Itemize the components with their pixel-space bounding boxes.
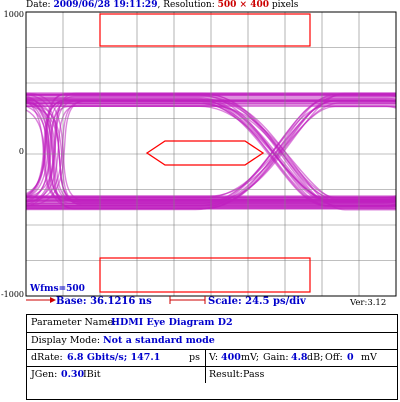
offset-label: Off: xyxy=(325,352,343,363)
resolution-value: 500 × 400 xyxy=(217,0,270,10)
gain-value: 4.8 xyxy=(291,352,308,363)
jitter-gen-value: 0.30 xyxy=(61,369,85,380)
center-eye-mask xyxy=(145,140,265,166)
eye-trace xyxy=(26,92,396,207)
display-mode-label: Display Mode: xyxy=(31,335,101,346)
parameter-row: Parameter Name: HDMI Eye Diagram D2 xyxy=(27,315,397,331)
time-scale-label: Scale: 24.5 ps/div xyxy=(208,296,306,307)
jitter-gen-unit: IBit xyxy=(83,369,101,380)
measurement-info-panel: Parameter Name: HDMI Eye Diagram D2 Disp… xyxy=(26,314,398,400)
offset-unit: mV xyxy=(361,352,377,363)
data-rate-unit: ps xyxy=(189,352,200,363)
version-label: Ver:3.12 xyxy=(350,298,387,308)
plot-border xyxy=(25,11,397,297)
result-value: Pass xyxy=(243,369,265,380)
jitter-result-row: JGen: 0.30 IBit Result: Pass xyxy=(27,366,397,399)
date-value: 2009/06/28 19:11:29 xyxy=(53,0,158,10)
data-rate-value: 6.8 Gbits/s; 147.1 xyxy=(67,352,161,363)
gain-label: Gain: xyxy=(263,352,289,363)
eye-trace xyxy=(26,105,396,201)
eye-diagram-plot xyxy=(25,11,397,304)
date-label: Date: xyxy=(26,0,51,10)
y-axis-bottom-label: -1000 xyxy=(0,290,24,299)
gain-unit: dB; xyxy=(307,352,324,363)
offset-value: 0 xyxy=(347,352,354,363)
parameter-name-label: Parameter Name: xyxy=(31,317,117,328)
waveform-count: Wfms=500 xyxy=(30,284,85,294)
base-time-label: Base: 36.1216 ns xyxy=(56,296,152,307)
y-axis-top-label: 1000 xyxy=(3,10,24,19)
voltage-unit: mV; xyxy=(241,352,260,363)
base-marker-arrow xyxy=(50,297,56,303)
eye-trace xyxy=(26,102,396,197)
resolution-unit: pixels xyxy=(271,0,299,10)
voltage-label: V: xyxy=(209,352,219,363)
display-mode-row: Display Mode: Not a standard mode xyxy=(27,332,397,348)
y-axis-zero-label: 0 xyxy=(18,147,24,156)
resolution-label: , Resolution: xyxy=(157,0,215,10)
plot-grid xyxy=(26,12,396,296)
eye-trace xyxy=(26,208,396,210)
jitter-gen-label: JGen: xyxy=(31,369,58,380)
top-mask-region xyxy=(99,13,311,47)
bottom-mask-region xyxy=(99,257,311,293)
rate-voltage-row: dRate: 6.8 Gbits/s; 147.1 ps V: 400 mV; … xyxy=(27,349,397,366)
parameter-name-value: HDMI Eye Diagram D2 xyxy=(111,317,233,328)
voltage-value: 400 xyxy=(221,352,241,363)
display-mode-value: Not a standard mode xyxy=(103,335,215,346)
capture-header: Date: 2009/06/28 19:11:29, Resolution: 5… xyxy=(26,0,298,12)
data-rate-label: dRate: xyxy=(31,352,63,363)
result-label: Result: xyxy=(209,369,243,380)
